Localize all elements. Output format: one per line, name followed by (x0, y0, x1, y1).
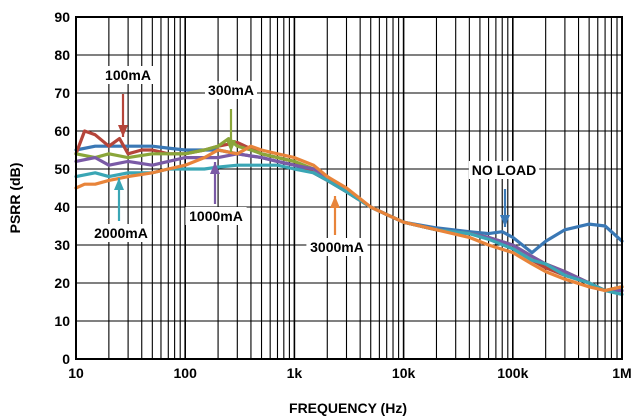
series-line-3000ma (74, 144, 624, 293)
annotation-label: 1000mA (189, 208, 243, 224)
y-tick-label: 70 (54, 85, 70, 101)
annotation-label: 3000mA (310, 239, 364, 255)
plot-border (75, 16, 623, 360)
annotation-label-bg (185, 207, 247, 225)
y-tick-label: 80 (54, 47, 70, 63)
y-tick-label: 20 (54, 275, 70, 291)
series-line-2000ma (74, 163, 624, 296)
annotation-arrow-head (500, 215, 510, 227)
annotation-arrow-head (210, 162, 220, 174)
plot-frame (75, 16, 623, 360)
y-tick-label: 60 (54, 123, 70, 139)
x-tick-label: 10 (68, 365, 84, 381)
annotation-label-bg (468, 161, 540, 179)
y-axis-title: PSRR (dB) (7, 163, 23, 234)
annotation-label: 300mA (208, 82, 254, 98)
annotation-label-bg (102, 66, 154, 84)
y-tick-label: 40 (54, 199, 70, 215)
grid (76, 17, 622, 359)
x-tick-label: 100 (174, 365, 198, 381)
y-tick-label: 30 (54, 237, 70, 253)
y-tick-label: 90 (54, 9, 70, 25)
x-tick-label: 100k (497, 365, 528, 381)
annotation-label-bg (306, 238, 368, 256)
annotation-label: 2000mA (94, 225, 148, 241)
annotation-label: NO LOAD (472, 162, 537, 178)
y-tick-label: 0 (62, 351, 70, 367)
x-tick-label: 1M (612, 365, 631, 381)
x-tick-label: 1k (287, 365, 303, 381)
annotation-label-bg (90, 224, 152, 242)
annotation-arrow-head (118, 125, 128, 137)
annotation-label: 100mA (105, 67, 151, 83)
series-line-no-load (74, 144, 624, 255)
annotation-arrow-head (330, 196, 340, 208)
annotation-arrow-head (114, 178, 124, 190)
annotation-arrow-head (226, 140, 236, 152)
series-layer (74, 129, 624, 296)
annotation-label-bg (205, 81, 257, 99)
x-tick-label: 10k (392, 365, 416, 381)
y-tick-label: 10 (54, 313, 70, 329)
x-axis-title: FREQUENCY (Hz) (289, 400, 407, 416)
y-tick-label: 50 (54, 161, 70, 177)
annotations: 100mA 300mA NO LOAD 2000mA 1000mA 3000mA (90, 66, 540, 256)
